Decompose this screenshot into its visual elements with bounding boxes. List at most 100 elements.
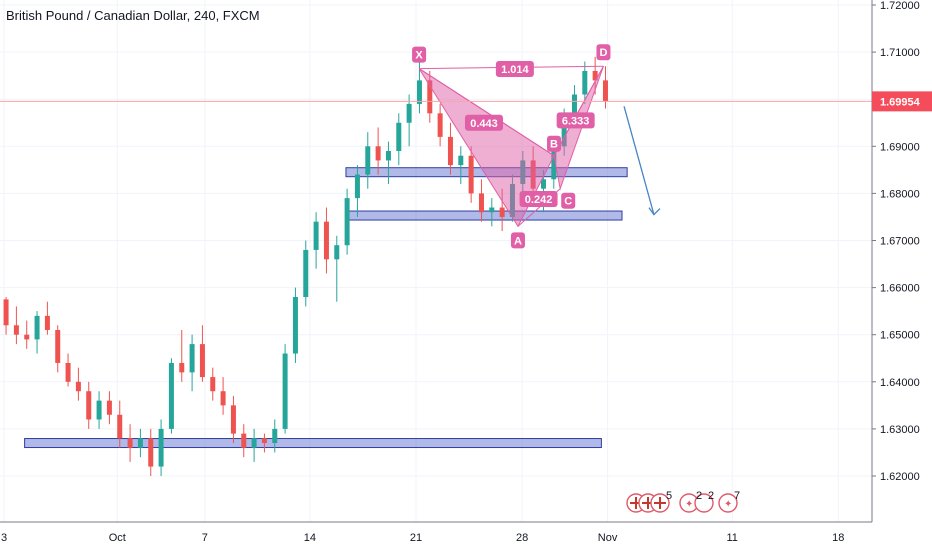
- point-label: B: [550, 139, 558, 151]
- event-count: 5: [666, 490, 672, 502]
- last-price-badge: [872, 91, 932, 112]
- pattern-point-c: C: [561, 192, 576, 209]
- candle-body: [478, 193, 484, 213]
- x-tick-label: 21: [410, 532, 422, 544]
- y-tick-label: 1.72000: [880, 0, 920, 12]
- x-tick-label: Oct: [109, 532, 126, 544]
- x-tick-label: 18: [832, 532, 844, 544]
- candle-body: [292, 297, 298, 354]
- flag-gb-icon: [694, 493, 714, 513]
- arrow-head-icon: [648, 207, 661, 216]
- candle-body: [179, 362, 185, 373]
- price-axis-bg: [872, 0, 932, 550]
- maple-leaf-icon: ✦: [685, 499, 693, 510]
- x-tick-label: 11: [726, 532, 737, 544]
- maple-leaf-icon: ✦: [724, 499, 732, 510]
- candle-body: [13, 325, 19, 335]
- candle-body: [375, 146, 381, 161]
- ratio-label: 0.443: [464, 114, 503, 131]
- candle-body: [592, 70, 598, 81]
- candle-body: [168, 362, 174, 429]
- candle-body: [540, 179, 546, 189]
- candle-body: [127, 438, 133, 448]
- ratio-value: 0.242: [525, 194, 553, 206]
- candle-body: [251, 438, 257, 448]
- candle-body: [582, 70, 588, 95]
- candle-body: [117, 414, 123, 439]
- pattern-point-b: B: [547, 135, 562, 152]
- ratio-badge: [519, 191, 558, 208]
- candle-body: [385, 151, 391, 161]
- candle-body: [158, 428, 164, 467]
- event-count: 2: [696, 490, 702, 502]
- y-tick-label: 1.67000: [880, 236, 920, 248]
- y-tick-label: 1.65000: [880, 330, 920, 342]
- grid: [0, 0, 872, 522]
- pattern-bd-line: [553, 65, 604, 156]
- point-badge: [547, 135, 562, 152]
- chart-title: British Pound / Canadian Dollar, 240, FX…: [6, 8, 260, 23]
- support-zone: [345, 210, 623, 221]
- y-tick-label: 1.64000: [880, 377, 920, 389]
- candle-body: [106, 400, 112, 415]
- x-tick-label: Nov: [598, 532, 618, 544]
- candle-body: [396, 122, 402, 152]
- candle-body: [602, 80, 608, 102]
- candle-body: [354, 174, 360, 199]
- point-badge: [596, 44, 611, 61]
- x-tick-label: 3: [1, 532, 7, 544]
- event-count: 2: [708, 490, 714, 502]
- candle-body: [499, 207, 505, 217]
- candle-body: [148, 438, 154, 467]
- candle-body: [241, 433, 247, 448]
- projection-arrow: [623, 106, 661, 216]
- candle-body: [437, 113, 443, 137]
- candle-body: [334, 245, 340, 260]
- candle-body: [261, 438, 267, 444]
- point-label: A: [514, 235, 522, 247]
- candle-body: [44, 315, 50, 330]
- time-axis-bg: [0, 522, 872, 550]
- candle-body: [210, 377, 216, 392]
- event-count: 7: [734, 490, 740, 502]
- event-icons: 5✦2 2✦7: [626, 490, 740, 513]
- x-tick-label: 7: [202, 532, 208, 544]
- y-tick-label: 1.68000: [880, 188, 920, 200]
- x-tick-label: 28: [516, 532, 528, 544]
- candle-body: [447, 136, 453, 166]
- candle-body: [65, 362, 71, 382]
- y-tick-label: 1.66000: [880, 283, 920, 295]
- pattern-point-x: X: [412, 46, 427, 63]
- pattern-point-a: A: [510, 232, 525, 249]
- candle-body: [551, 146, 557, 180]
- ratio-label: 6.333: [556, 112, 595, 129]
- candle-body: [416, 80, 422, 104]
- point-label: X: [415, 50, 423, 62]
- candle-body: [282, 353, 288, 429]
- y-tick-label: 1.71000: [880, 47, 920, 59]
- support-zone: [24, 438, 602, 449]
- candle-body: [406, 103, 412, 123]
- candle-body: [55, 329, 61, 363]
- y-tick-label: 1.62000: [880, 471, 920, 483]
- candle-body: [189, 344, 195, 373]
- last-price-value: 1.69954: [880, 96, 921, 108]
- candle-body: [220, 391, 226, 406]
- ratio-value: 1.014: [501, 64, 529, 76]
- candle-body: [230, 405, 236, 434]
- y-tick-label: 1.69000: [880, 141, 920, 153]
- ratio-value: 6.333: [562, 115, 590, 127]
- candle-body: [303, 249, 309, 298]
- candle-body: [75, 381, 81, 392]
- candle-body: [489, 207, 495, 213]
- pattern-xb-line: [418, 68, 555, 157]
- candle-body: [365, 146, 371, 175]
- candles: [3, 52, 608, 476]
- candle-body: [323, 221, 329, 260]
- point-badge: [510, 232, 525, 249]
- flag-ca-icon: [718, 493, 738, 513]
- point-label: C: [564, 196, 572, 208]
- candle-body: [137, 438, 143, 448]
